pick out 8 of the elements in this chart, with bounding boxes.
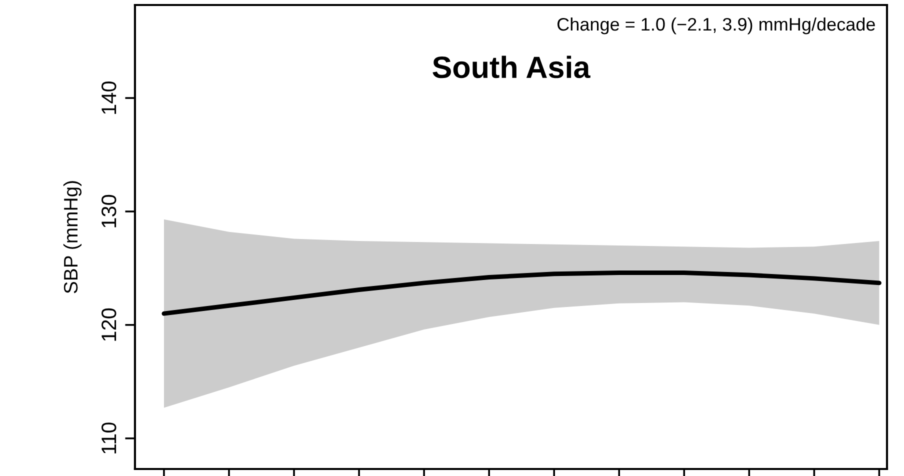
line-series bbox=[162, 270, 882, 316]
y-tick-label: 120 bbox=[102, 308, 116, 341]
y-tick-label: 130 bbox=[102, 194, 116, 228]
text: South Asia bbox=[432, 56, 590, 78]
y-tick-label: 110 bbox=[102, 422, 116, 454]
y-tick-label: 140 bbox=[102, 81, 116, 114]
y-axis-title: SBP (mmHg) bbox=[63, 181, 82, 294]
annotation: Change = 1.0 (−2.1, 3.9) mmHg/decade bbox=[557, 17, 875, 34]
